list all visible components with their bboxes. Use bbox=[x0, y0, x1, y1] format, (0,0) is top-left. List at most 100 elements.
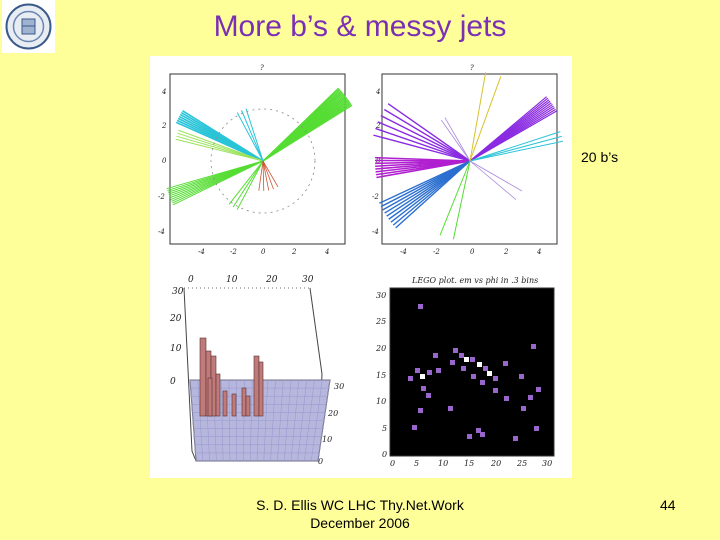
heatmap-cell bbox=[534, 426, 539, 431]
track-line bbox=[258, 160, 264, 191]
lego-tower bbox=[241, 387, 247, 417]
lego-tower bbox=[207, 377, 213, 417]
lego-tower bbox=[245, 395, 251, 417]
lego-tower bbox=[215, 373, 221, 417]
heatmap-cell bbox=[483, 366, 488, 371]
y-tick-label: 0 bbox=[382, 450, 387, 459]
y-tick-label: 2 bbox=[161, 122, 167, 130]
heatmap-cells bbox=[408, 304, 541, 441]
heatmap-cell bbox=[459, 353, 464, 358]
track-line bbox=[262, 160, 274, 190]
heatmap-cell bbox=[504, 396, 509, 401]
right-tick-label: 20 bbox=[327, 409, 338, 418]
y-tick-label: 0 bbox=[162, 157, 167, 165]
footer-line-1: S. D. Ellis WC LHC Thy.Net.Work bbox=[256, 497, 464, 513]
footer-credit: S. D. Ellis WC LHC Thy.Net.Work December… bbox=[240, 496, 480, 532]
heatmap-cell bbox=[420, 374, 425, 379]
university-seal-logo bbox=[2, 0, 55, 53]
track-line bbox=[376, 160, 471, 179]
y-tick-label: 5 bbox=[382, 424, 387, 433]
track-line bbox=[469, 96, 547, 162]
heatmap-cell bbox=[426, 393, 431, 398]
x-tick-label: 30 bbox=[542, 459, 552, 468]
heatmap-cell bbox=[427, 370, 432, 375]
track-line bbox=[469, 135, 562, 162]
heatmap-cell bbox=[470, 357, 475, 362]
x-tick-label: 0 bbox=[261, 248, 266, 256]
x-tick-label: -4 bbox=[400, 248, 407, 256]
track-line bbox=[395, 160, 471, 229]
y-tick-label: 30 bbox=[376, 291, 386, 300]
top-left-x-tick-labels: -4 -2 0 2 4 bbox=[198, 248, 329, 256]
heatmap-cell bbox=[480, 432, 485, 437]
x-tick-label: 2 bbox=[503, 248, 509, 256]
heatmap-cell bbox=[415, 368, 420, 373]
event-display-top-left: ? -4 -2 0 2 4 4 2 0 -2 -4 bbox=[158, 64, 353, 256]
x-tick-label: 4 bbox=[536, 248, 541, 256]
heatmap-cell bbox=[418, 304, 423, 309]
heatmap-cell bbox=[412, 425, 417, 430]
lego-tower bbox=[253, 355, 260, 417]
track-line bbox=[241, 110, 264, 162]
track-line bbox=[175, 138, 264, 162]
track-line bbox=[469, 140, 564, 162]
track-line bbox=[373, 134, 471, 162]
lego-tower bbox=[199, 337, 207, 417]
track-line bbox=[176, 135, 264, 162]
track-line bbox=[375, 127, 471, 162]
x-tick-label: 15 bbox=[464, 459, 474, 468]
top-tick-label: 30 bbox=[302, 275, 314, 285]
event-display-top-right: ? -4 -2 0 2 4 4 2 0 -2 -4 bbox=[372, 64, 564, 256]
footer-line-2: December 2006 bbox=[310, 515, 410, 531]
track-line bbox=[469, 160, 517, 200]
top-left-jet-lines bbox=[166, 87, 353, 210]
x-tick-label: -2 bbox=[433, 248, 440, 256]
left-tick-label: 20 bbox=[169, 314, 182, 324]
heatmap-cell bbox=[493, 388, 498, 393]
track-line bbox=[469, 72, 487, 162]
track-line bbox=[262, 160, 279, 188]
top-right-top-label: ? bbox=[470, 64, 474, 72]
y-tick-label: 4 bbox=[161, 88, 166, 96]
track-line bbox=[178, 129, 264, 162]
right-tick-label: 30 bbox=[334, 382, 344, 391]
track-line bbox=[444, 117, 471, 162]
heatmap-cell bbox=[421, 386, 426, 391]
top-right-x-tick-labels: -4 -2 0 2 4 bbox=[400, 248, 541, 256]
x-tick-label: -2 bbox=[230, 248, 237, 256]
track-line bbox=[452, 160, 471, 240]
left-tick-label: 0 bbox=[170, 377, 176, 387]
page-number: 44 bbox=[660, 497, 676, 513]
track-line bbox=[380, 114, 471, 162]
lego-towers bbox=[199, 337, 264, 417]
x-tick-label: 2 bbox=[291, 248, 297, 256]
left-tick-label: 30 bbox=[172, 287, 184, 297]
lego-tower bbox=[231, 393, 237, 417]
x-tick-label: 10 bbox=[438, 459, 448, 468]
slide-title: More b’s & messy jets bbox=[213, 10, 507, 43]
y-tick-label: 2 bbox=[375, 122, 381, 130]
heatmap-cell bbox=[487, 371, 492, 376]
heatmap-cell bbox=[493, 376, 498, 381]
heatmap-x-tick-labels: 0 5 10 15 20 25 30 bbox=[390, 459, 552, 468]
track-line bbox=[236, 160, 264, 210]
heatmap-cell bbox=[531, 344, 536, 349]
lego-top-tick-labels: 0 10 20 30 bbox=[188, 275, 314, 285]
heatmap-cell bbox=[418, 408, 423, 413]
x-tick-label: 0 bbox=[470, 248, 475, 256]
y-tick-label: 10 bbox=[376, 397, 386, 406]
heatmap-cell bbox=[450, 360, 455, 365]
top-tick-label: 10 bbox=[226, 275, 238, 285]
y-tick-label: 15 bbox=[376, 371, 386, 380]
annotation-20-bs: 20 b’s bbox=[581, 149, 619, 165]
top-left-y-tick-labels: 4 2 0 -2 -4 bbox=[158, 88, 167, 236]
lego-right-tick-labels: 30 20 10 0 bbox=[318, 382, 344, 466]
right-tick-label: 10 bbox=[322, 435, 332, 444]
heatmap-title: LEGO plot. em vs phi in .3 bins bbox=[411, 276, 538, 285]
track-line bbox=[177, 132, 264, 162]
heatmap-cell bbox=[477, 362, 482, 367]
lego-3d-panel: 0 10 20 30 30 20 10 0 30 20 10 0 bbox=[169, 275, 344, 466]
heatmap-cell bbox=[536, 387, 541, 392]
heatmap-cell bbox=[528, 395, 533, 400]
heatmap-cell bbox=[461, 366, 466, 371]
